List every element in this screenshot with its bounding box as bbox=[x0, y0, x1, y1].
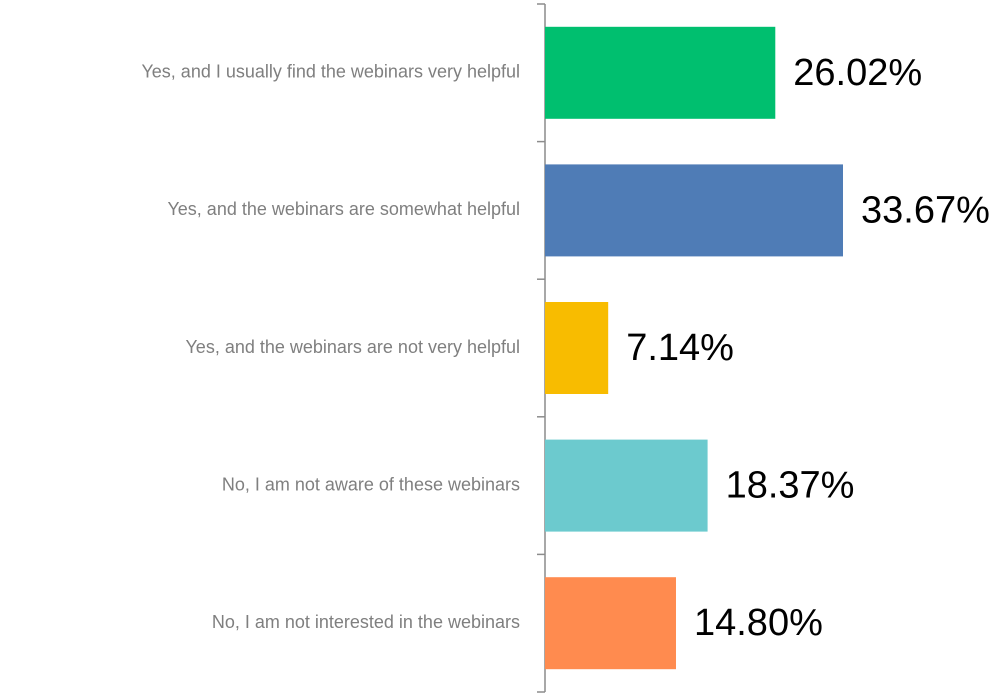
bar bbox=[545, 164, 843, 257]
y-tick-label: No, I am not aware of these webinars bbox=[222, 474, 520, 494]
bar bbox=[545, 26, 776, 119]
data-label: 7.14% bbox=[626, 327, 734, 369]
bar bbox=[545, 302, 609, 394]
bar bbox=[545, 577, 676, 670]
y-tick-label: Yes, and the webinars are not very helpf… bbox=[185, 337, 520, 357]
data-label: 33.67% bbox=[861, 189, 990, 231]
data-label: 14.80% bbox=[694, 602, 823, 644]
y-tick-label: No, I am not interested in the webinars bbox=[212, 612, 520, 632]
bar bbox=[545, 439, 708, 532]
data-label: 26.02% bbox=[793, 52, 922, 94]
data-label: 18.37% bbox=[726, 465, 855, 507]
y-tick-label: Yes, and I usually find the webinars ver… bbox=[141, 62, 520, 82]
y-tick-label: Yes, and the webinars are somewhat helpf… bbox=[167, 199, 520, 219]
